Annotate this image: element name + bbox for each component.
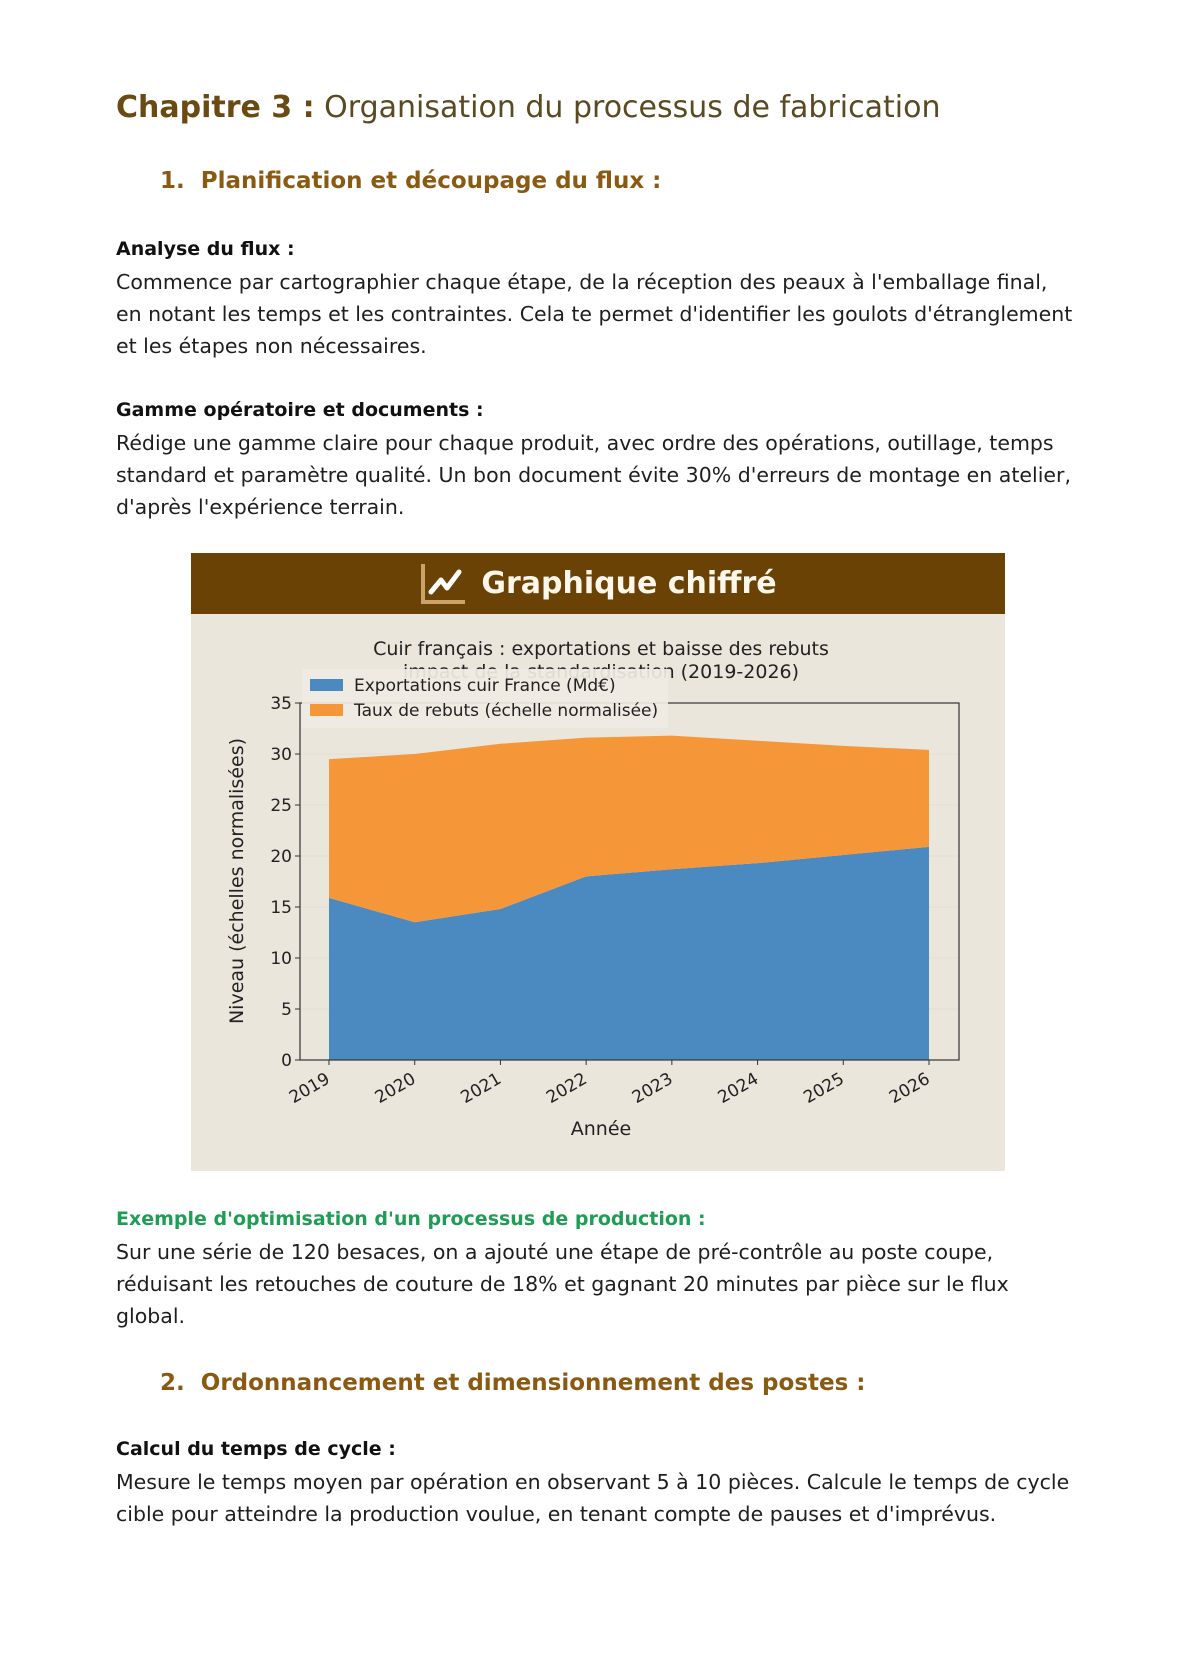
chart-box: Graphique chiffré Cuir français : export… xyxy=(191,553,1005,1171)
area-series-1 xyxy=(329,735,929,923)
area-series-0 xyxy=(329,846,929,1060)
legend-swatch-exports xyxy=(310,679,343,691)
x-axis-label: Année xyxy=(571,1118,631,1140)
y-tick-label: 25 xyxy=(270,796,292,816)
chapter-label: Chapitre 3 : xyxy=(116,90,315,125)
chapter-title: Organisation du processus de fabrication xyxy=(324,90,941,125)
chart-header-title: Graphique chiffré xyxy=(481,566,777,601)
section-number: 2. xyxy=(160,1370,185,1396)
section-title: Planification et découpage du flux : xyxy=(200,168,662,194)
y-tick-label: 10 xyxy=(270,949,292,969)
example-heading: Exemple d'optimisation d'un processus de… xyxy=(116,1208,706,1230)
line-chart-icon xyxy=(421,563,466,604)
legend-swatch-rebuts xyxy=(310,704,343,716)
x-tick-label: 2025 xyxy=(800,1069,847,1108)
section-number: 1. xyxy=(160,168,185,194)
legend: Exportations cuir France (Md€) Taux de r… xyxy=(302,669,668,728)
cycle-heading: Calcul du temps de cycle : xyxy=(116,1438,396,1460)
page-title: Chapitre 3 : Organisation du processus d… xyxy=(116,90,940,125)
section-2-heading: 2. Ordonnancement et dimensionnement des… xyxy=(160,1370,866,1396)
legend-label-rebuts: Taux de rebuts (échelle normalisée) xyxy=(353,701,658,721)
legend-label-exports: Exportations cuir France (Md€) xyxy=(354,676,616,696)
gamme-heading: Gamme opératoire et documents : xyxy=(116,399,484,421)
y-tick-label: 0 xyxy=(281,1051,292,1071)
x-tick-label: 2026 xyxy=(886,1069,933,1108)
gamme-text: Rédige une gamme claire pour chaque prod… xyxy=(116,431,1071,519)
y-tick-label: 35 xyxy=(270,694,292,714)
y-tick-label: 15 xyxy=(270,898,292,918)
x-tick-label: 2019 xyxy=(286,1069,333,1108)
example-text: Sur une série de 120 besaces, on a ajout… xyxy=(116,1240,1009,1328)
area-chart: Cuir français : exportations et baisse d… xyxy=(226,638,960,1140)
x-tick-label: 2023 xyxy=(629,1069,676,1108)
section-title: Ordonnancement et dimensionnement des po… xyxy=(200,1370,866,1396)
legend-box xyxy=(302,669,668,728)
y-axis-label: Niveau (échelles normalisées) xyxy=(226,738,248,1024)
x-tick-label: 2022 xyxy=(543,1069,590,1108)
analyse-heading: Analyse du flux : xyxy=(116,238,295,260)
x-tick-label: 2024 xyxy=(715,1069,762,1108)
section-1-heading: 1. Planification et découpage du flux : xyxy=(160,168,661,194)
y-tick-label: 5 xyxy=(281,1000,292,1020)
x-tick-label: 2021 xyxy=(457,1069,504,1108)
y-tick-label: 20 xyxy=(270,847,292,867)
analyse-text: Commence par cartographier chaque étape,… xyxy=(116,270,1073,358)
cycle-text: Mesure le temps moyen par opération en o… xyxy=(116,1470,1070,1526)
chart-header: Graphique chiffré xyxy=(191,553,1005,614)
y-tick-label: 30 xyxy=(270,745,292,765)
chart-title: Cuir français : exportations et baisse d… xyxy=(373,638,829,660)
x-tick-label: 2020 xyxy=(372,1069,419,1108)
